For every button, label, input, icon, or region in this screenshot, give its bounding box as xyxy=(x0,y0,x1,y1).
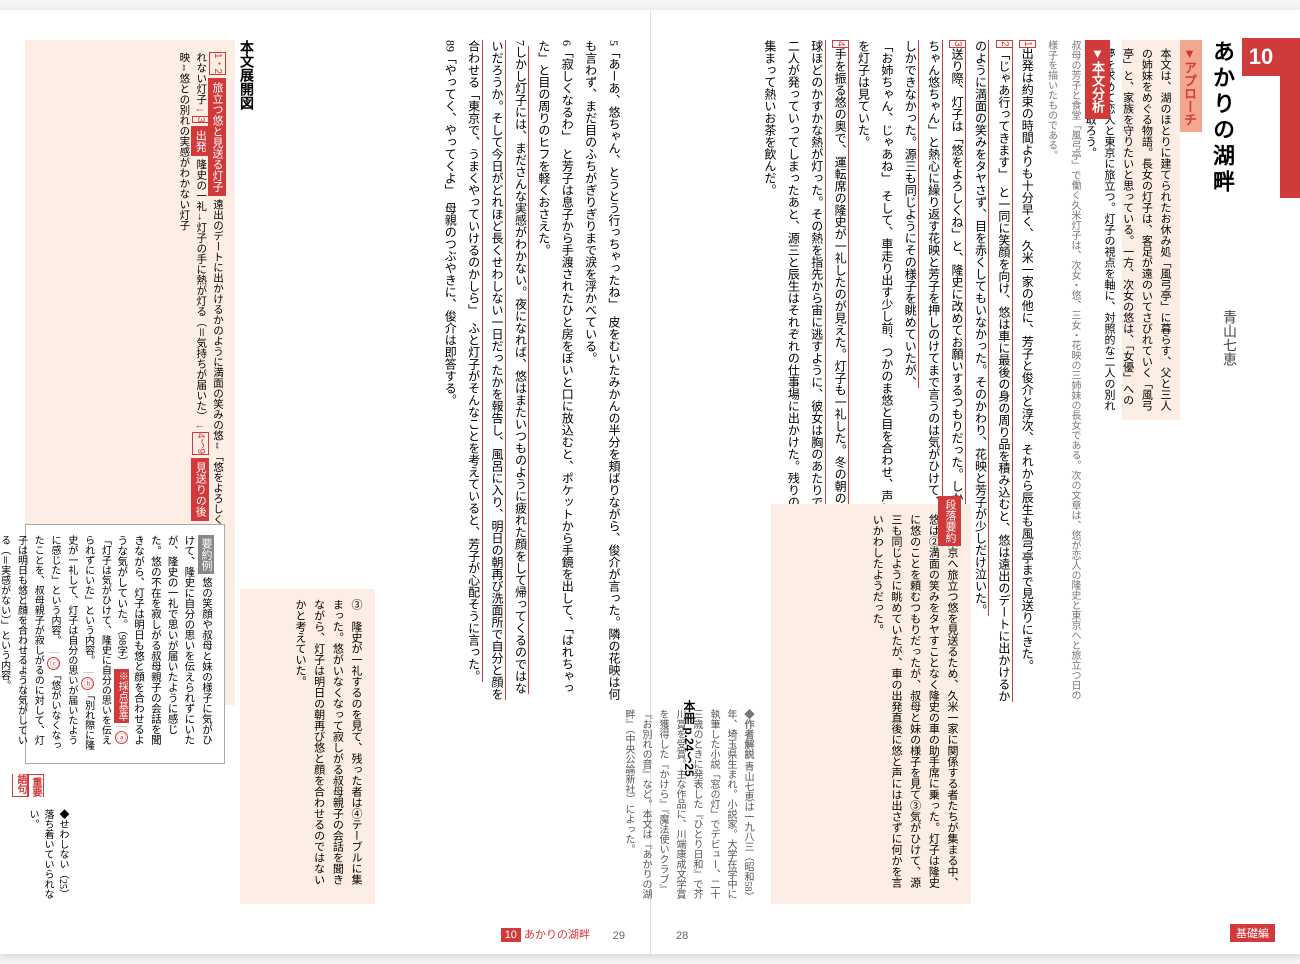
section-tag: 基礎編 xyxy=(1230,924,1275,942)
important-words: ◆せわしない（25）落ち着いていられない。 xyxy=(25,809,70,904)
author-bio: ◆作者解説 青山七恵は一九八三（昭和58）年、埼玉県生まれ。小説家。大学在学中に… xyxy=(681,709,756,904)
author-name: 青山七恵 xyxy=(1218,310,1238,366)
page-number-right: 28 xyxy=(676,930,688,942)
approach-text: 本文は、湖のほとりに建てられたお休み処「風弓亭」に暮らす、父と三人の姉妹をめぐる… xyxy=(1122,40,1180,420)
approach-label: ▼アプローチ xyxy=(1177,40,1202,132)
footer-chapter-label: 10 あかりの湖畔 xyxy=(501,926,590,942)
summary-example-box: 要約例 悠の笑顔や叔母と妹の様子に気がひけて、隆史に自分の思いを伝えられずにいた… xyxy=(25,524,225,764)
chapter-band xyxy=(1280,38,1300,198)
paragraph-summary-2: ③ 隆史が一礼するのを見て、残った者は④テーブルに集まった。悠がいなくなって寂し… xyxy=(240,589,375,904)
page-number-left: 29 xyxy=(613,930,625,942)
chapter-number: 10 xyxy=(1242,38,1280,76)
paragraph-summary-1: 段落要約 ① 東京へ旅立つ悠を見送るため、久米一家に関係する者たちが集まる中、悠… xyxy=(771,504,971,904)
chapter-title: あかりの湖畔 xyxy=(1206,40,1238,196)
bunseki-label: ▼本文分析 xyxy=(1085,40,1110,119)
important-words-label: 重要語句 xyxy=(25,774,43,799)
flow-diagram-label: 本文展開図 xyxy=(237,40,257,110)
